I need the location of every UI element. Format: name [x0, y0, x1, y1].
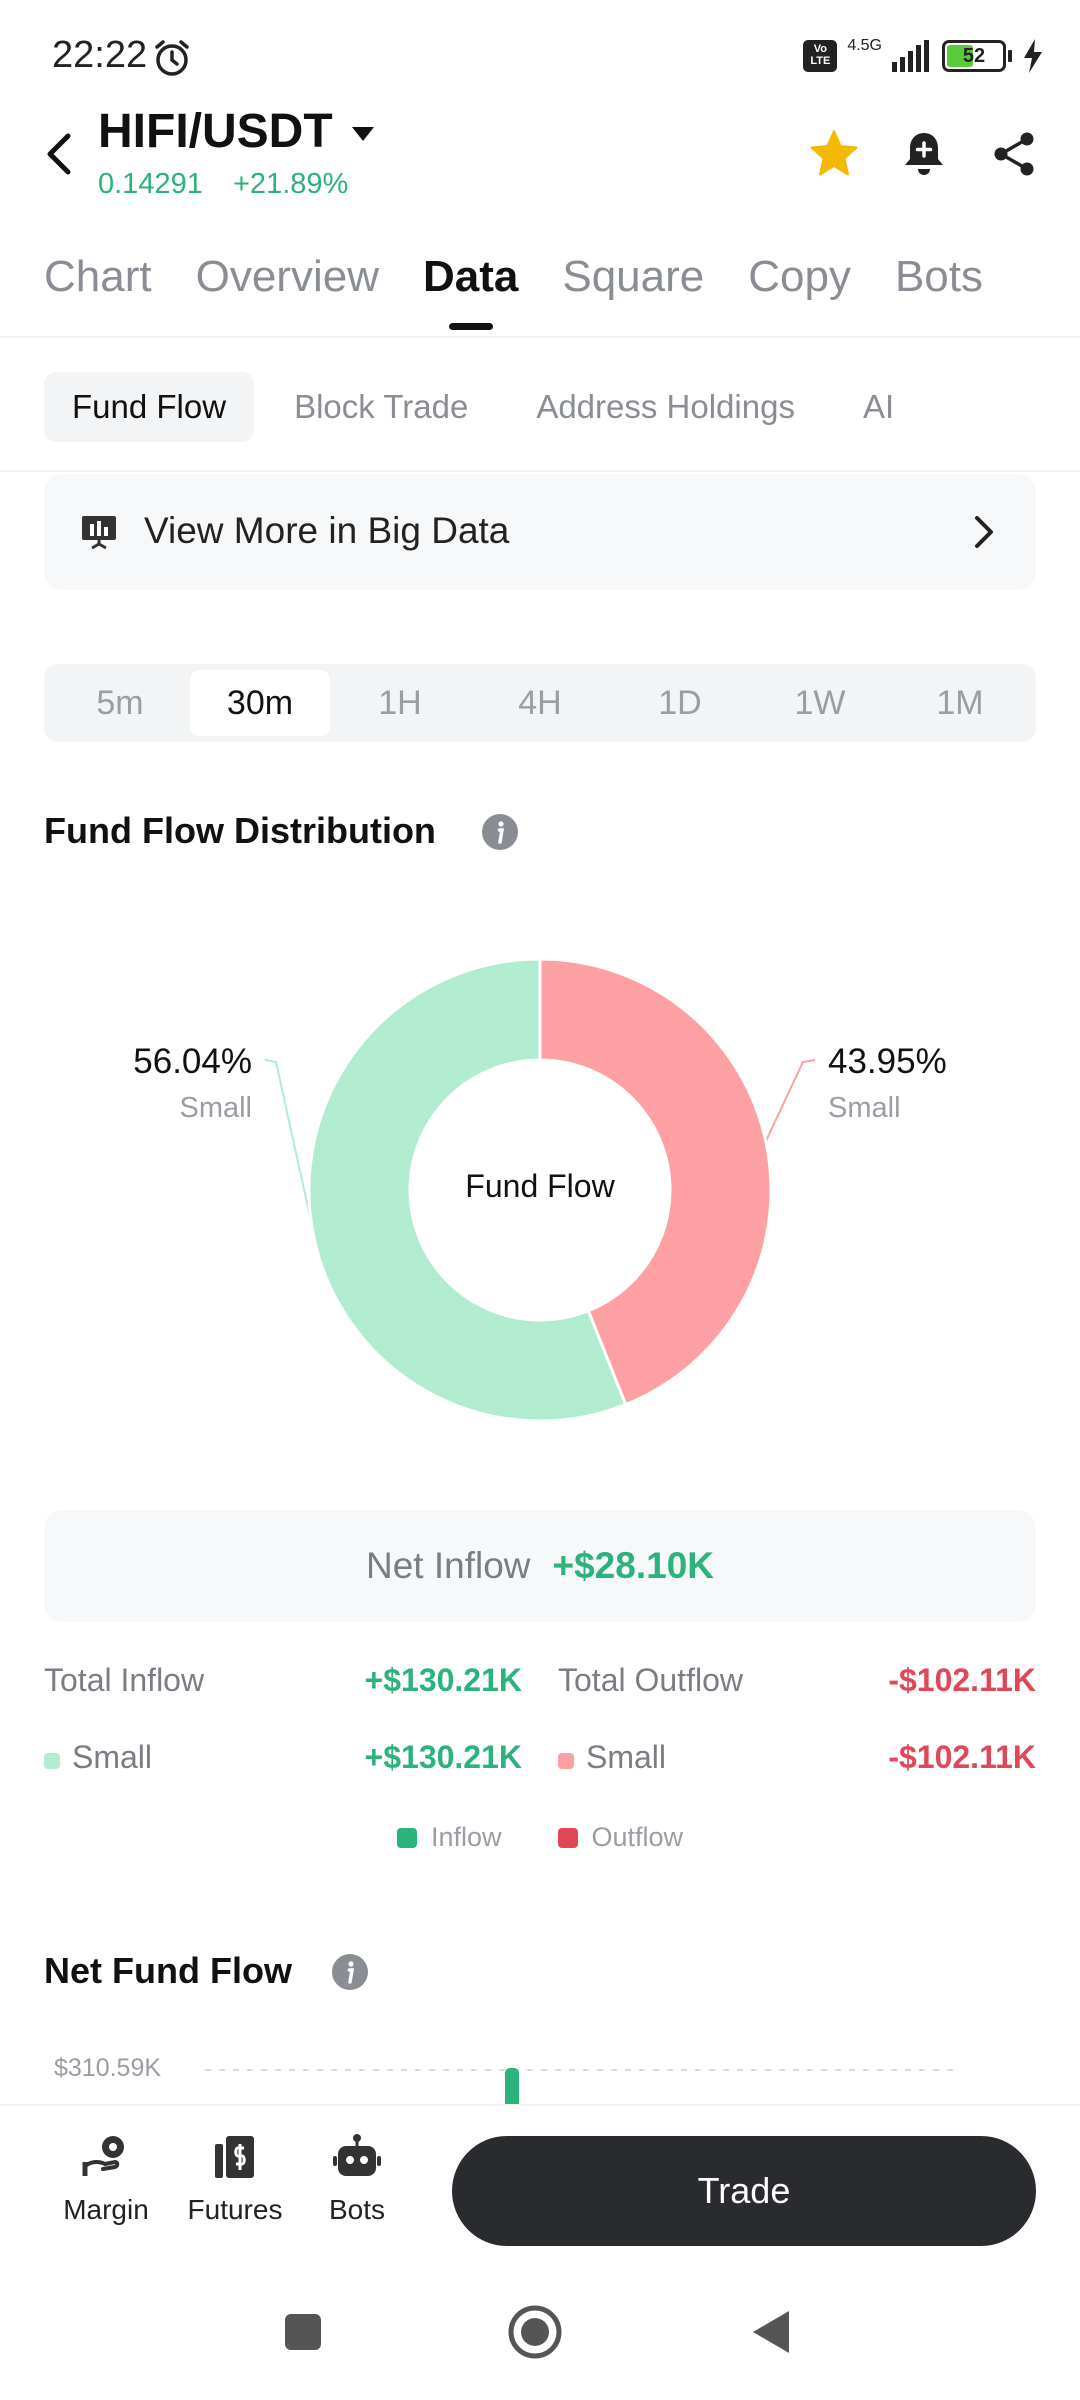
margin-button[interactable]: Margin — [56, 2132, 156, 2226]
home-icon[interactable] — [507, 2304, 563, 2360]
donut-label-inflow-category: Small — [179, 1092, 252, 1124]
tab-chart[interactable]: Chart — [44, 252, 152, 301]
small-flow-row: Small +$130.21K Small -$102.11K — [44, 1731, 1036, 1781]
bots-button[interactable]: Bots — [312, 2132, 402, 2226]
net-inflow-card: Net Inflow +$28.10K — [44, 1510, 1036, 1622]
android-nav-bar — [0, 2264, 1080, 2400]
trade-button[interactable]: Trade — [452, 2136, 1036, 2246]
volte-icon: Vo LTE — [803, 40, 838, 72]
back-arrow-icon[interactable] — [42, 130, 78, 178]
pair-change: +21.89% — [233, 168, 349, 200]
legend-outflow-label: Outflow — [591, 1822, 684, 1852]
battery-icon: 52 — [942, 40, 1006, 72]
pair-title[interactable]: HIFI/USDT — [98, 105, 333, 158]
alarm-icon — [155, 40, 189, 76]
view-big-data-label: View More in Big Data — [144, 510, 510, 551]
subtab-block-trade[interactable]: Block Trade — [294, 388, 469, 425]
margin-label: Margin — [63, 2194, 149, 2225]
tab-bots[interactable]: Bots — [894, 252, 983, 301]
net-fund-flow-chart — [205, 2068, 955, 2104]
interval-1m[interactable]: 1M — [936, 683, 984, 722]
share-icon[interactable] — [988, 128, 1040, 180]
status-bar: 22:22 Vo LTE 4.5G 52 — [0, 0, 1080, 110]
legend-inflow-swatch — [396, 1827, 417, 1848]
total-outflow-label: Total Outflow — [558, 1662, 743, 1698]
presentation-chart-icon — [82, 516, 116, 550]
subtab-address-holdings[interactable]: Address Holdings — [536, 388, 795, 425]
battery-cap — [1008, 50, 1012, 62]
totals-row: Total Inflow +$130.21K Total Outflow -$1… — [44, 1654, 1036, 1704]
network-label: 4.5G — [847, 37, 882, 54]
small-outflow-value: -$102.11K — [888, 1739, 1036, 1775]
tab-overview[interactable]: Overview — [195, 252, 379, 301]
net-inflow-label: Net Inflow — [365, 1545, 531, 1586]
flow-legend: Inflow Outflow — [0, 1822, 1080, 1853]
legend-outflow: Outflow — [557, 1822, 684, 1853]
bottom-action-bar: Margin Futures Bots Trade — [0, 2104, 1080, 2264]
donut-label-outflow-percent: 43.95% — [828, 1042, 947, 1081]
margin-icon — [82, 2136, 124, 2176]
subtab-fund-flow[interactable]: Fund Flow — [44, 372, 255, 442]
signal-icon — [892, 40, 929, 72]
robot-icon — [333, 2134, 381, 2176]
legend-outflow-swatch — [557, 1827, 578, 1848]
interval-1d[interactable]: 1D — [658, 683, 702, 722]
donut-label-inflow-percent: 56.04% — [133, 1042, 252, 1081]
net-fund-flow-bar — [505, 2068, 519, 2104]
donut-center-label: Fund Flow — [465, 1168, 615, 1204]
tab-data[interactable]: Data — [422, 252, 519, 301]
tab-copy[interactable]: Copy — [748, 252, 851, 301]
charging-icon — [1024, 39, 1042, 73]
interval-selector: 5m 30m 1H 4H 1D 1W 1M — [44, 664, 1036, 742]
net-fund-flow-title: Net Fund Flow — [44, 1950, 292, 1991]
main-tabs: Chart Overview Data Square Copy Bots — [44, 252, 983, 302]
small-outflow-label: Small — [586, 1739, 667, 1775]
futures-icon — [215, 2136, 254, 2178]
caret-down-icon[interactable] — [350, 124, 376, 144]
small-inflow-dot — [44, 1753, 60, 1769]
donut-slice-outflow — [538, 958, 772, 1407]
interval-5m[interactable]: 5m — [96, 683, 144, 722]
distribution-title: Fund Flow Distribution — [44, 810, 436, 851]
chevron-right-icon — [975, 516, 993, 548]
battery-fill — [947, 45, 974, 67]
interval-1h[interactable]: 1H — [378, 683, 422, 722]
bell-add-icon[interactable] — [898, 128, 950, 180]
small-inflow-label: Small — [72, 1739, 153, 1775]
battery-percent: 52 — [962, 45, 986, 67]
fund-flow-donut — [308, 958, 772, 1422]
subtab-ai[interactable]: AI — [862, 388, 895, 425]
donut-label-outflow-category: Small — [828, 1092, 901, 1124]
small-outflow-dot — [558, 1753, 574, 1769]
futures-button[interactable]: Futures — [180, 2132, 290, 2226]
interval-30m[interactable]: 30m — [190, 670, 330, 736]
total-outflow-value: -$102.11K — [888, 1662, 1036, 1698]
info-icon[interactable] — [331, 1953, 369, 1991]
subtabs-divider — [0, 470, 1080, 472]
futures-label: Futures — [187, 2194, 283, 2225]
bots-label: Bots — [328, 2194, 386, 2225]
back-nav-icon[interactable] — [749, 2308, 793, 2356]
view-big-data-card[interactable]: View More in Big Data — [44, 474, 1036, 590]
recent-apps-icon[interactable] — [283, 2312, 323, 2352]
interval-4h[interactable]: 4H — [518, 683, 562, 722]
tab-square[interactable]: Square — [562, 252, 705, 301]
legend-inflow: Inflow — [396, 1822, 502, 1853]
pair-price: 0.14291 — [98, 168, 203, 200]
status-time: 22:22 — [52, 34, 148, 76]
status-icons: Vo LTE 4.5G 52 — [803, 36, 1044, 76]
tabs-divider — [0, 336, 1080, 338]
donut-slice-inflow — [308, 958, 628, 1422]
star-icon[interactable] — [808, 128, 860, 180]
legend-inflow-label: Inflow — [430, 1822, 502, 1852]
net-fund-flow-axis-top: $310.59K — [54, 2054, 162, 2082]
net-inflow-value: +$28.10K — [552, 1545, 715, 1586]
sub-tabs: Fund Flow Block Trade Address Holdings A… — [44, 372, 934, 442]
small-inflow-value: +$130.21K — [364, 1739, 522, 1775]
info-icon[interactable] — [481, 813, 519, 851]
total-inflow-label: Total Inflow — [44, 1662, 205, 1698]
total-inflow-value: +$130.21K — [364, 1662, 522, 1698]
interval-1w[interactable]: 1W — [794, 683, 846, 722]
